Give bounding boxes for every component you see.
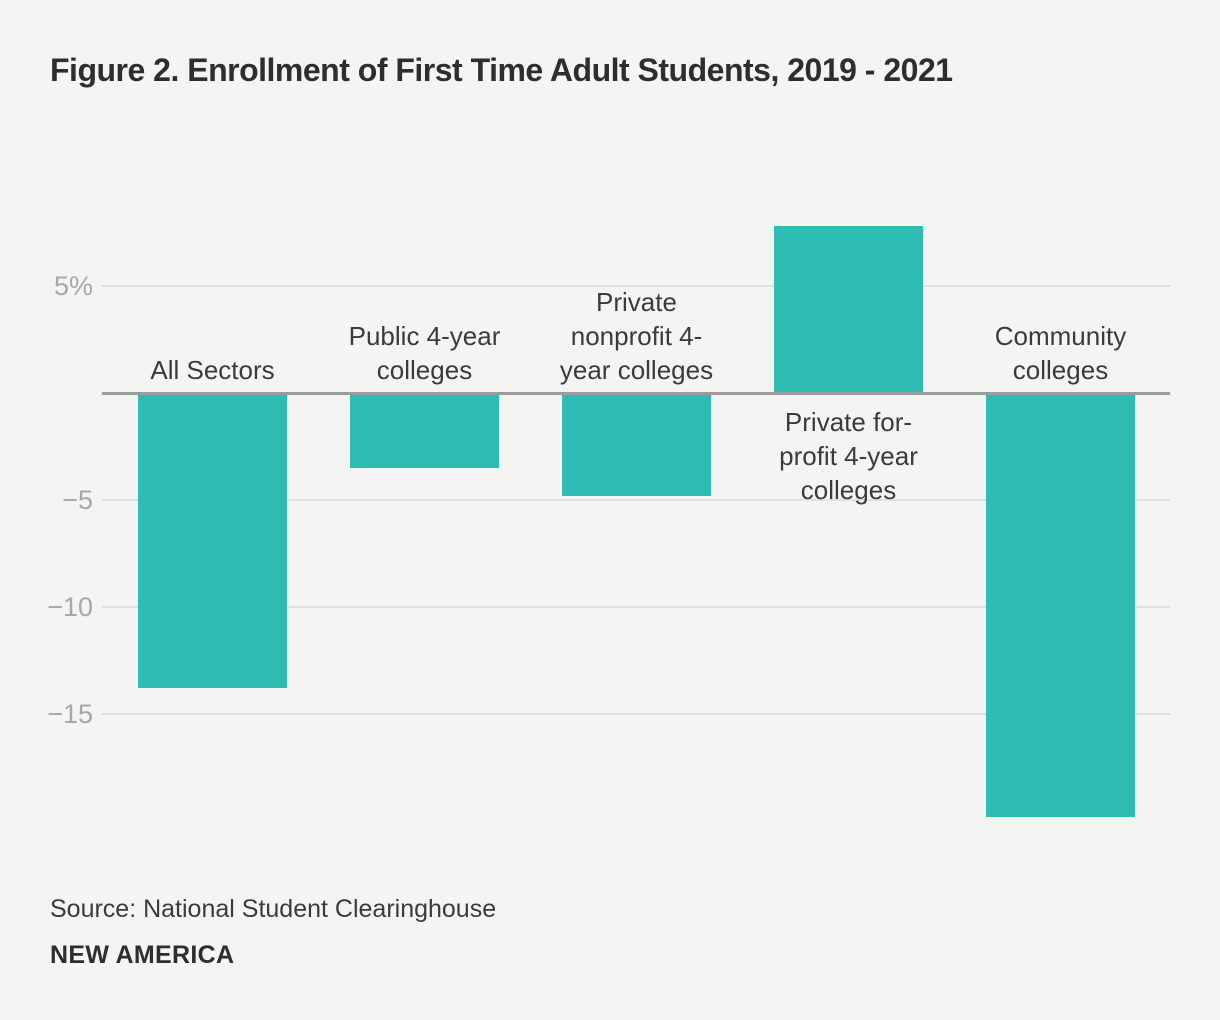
source-note: Source: National Student Clearinghouse [50, 895, 497, 923]
bar-public-4-year-colleges [350, 393, 499, 468]
bar-all-sectors [138, 393, 287, 689]
gridline-5 [102, 285, 1170, 287]
label-line: All Sectors [150, 355, 275, 385]
label-line: Community [994, 321, 1127, 351]
new-america-logo: NEW AMERICA [50, 941, 235, 969]
label-line: year colleges [559, 355, 714, 385]
label-public-4-year-colleges: Public 4-year colleges [265, 319, 585, 387]
label-private-for-profit-4-year-colleges: Private for-profit 4-year colleges [689, 405, 1009, 507]
figure-title: Figure 2. Enrollment of First Time Adult… [50, 52, 953, 88]
label-private-nonprofit-4-year-colleges: Private nonprofit 4- year colleges [477, 285, 797, 387]
y-axis-tick-label: −5 [62, 485, 93, 515]
gridline-10 [102, 606, 1170, 608]
label-line: profit 4-year [779, 441, 918, 471]
zero-baseline [102, 391, 1170, 395]
label-line: nonprofit 4- [570, 321, 703, 351]
label-line: Private for- [784, 407, 913, 437]
gridline-15 [102, 713, 1170, 715]
gridline-5 [102, 499, 1170, 501]
y-axis-tick-label: 5% [53, 271, 93, 301]
y-axis-tick-label: −10 [47, 592, 93, 622]
label-line: colleges [376, 355, 473, 385]
bar-community-colleges [986, 393, 1135, 817]
bar-private-nonprofit-4-year-colleges [562, 393, 711, 496]
label-line: colleges [1012, 355, 1109, 385]
label-line: colleges [800, 475, 897, 505]
label-all-sectors: All Sectors [53, 353, 373, 387]
label-community-colleges: Community colleges [901, 319, 1220, 387]
label-line: Private [596, 287, 677, 317]
y-axis-tick-label: −15 [47, 699, 93, 729]
bar-private-for-profit-4-year-colleges [774, 226, 923, 393]
label-line: Public 4-year [348, 321, 501, 351]
